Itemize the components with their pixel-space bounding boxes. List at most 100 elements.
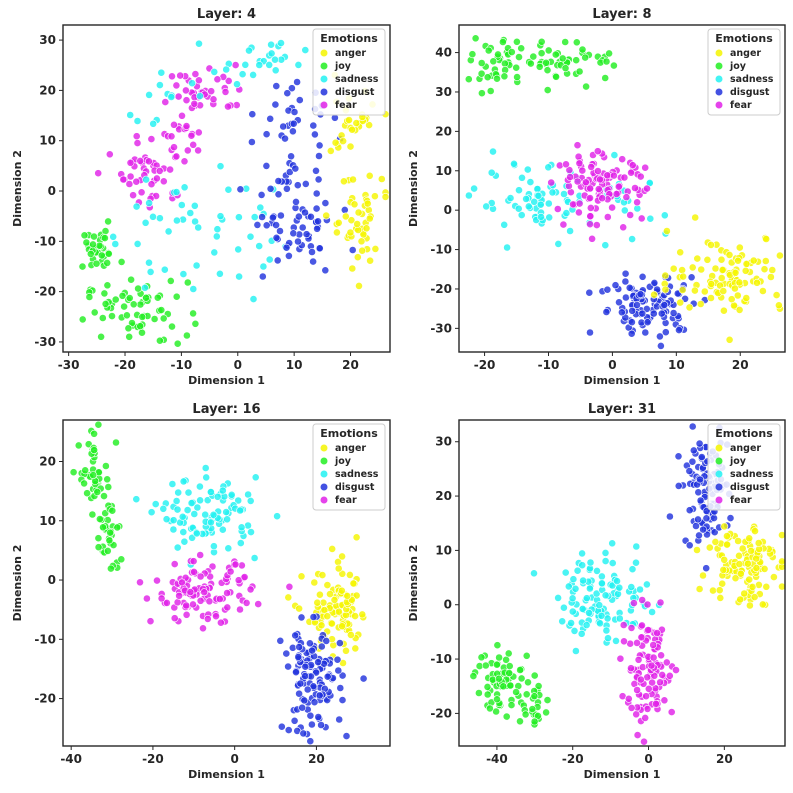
- point-joy: [127, 275, 136, 284]
- x-tick-label: 0: [230, 752, 238, 766]
- point-sadness: [249, 295, 258, 303]
- point-sadness: [206, 488, 215, 496]
- point-joy: [516, 717, 524, 726]
- point-sadness: [601, 591, 610, 600]
- point-anger: [685, 303, 694, 312]
- point-sadness: [632, 542, 641, 551]
- point-sadness: [250, 213, 259, 221]
- point-disgust: [288, 127, 297, 136]
- point-anger: [676, 248, 685, 257]
- point-disgust: [302, 230, 311, 239]
- point-disgust: [300, 696, 309, 705]
- point-sadness: [190, 510, 199, 518]
- plot-frame: [458, 419, 786, 747]
- point-fear: [559, 220, 568, 229]
- point-fear: [618, 155, 627, 164]
- point-joy: [469, 672, 478, 680]
- point-joy: [155, 336, 164, 345]
- point-joy: [468, 50, 477, 59]
- x-axis-label: Dimension 1: [584, 768, 661, 781]
- point-fear: [200, 588, 209, 597]
- point-disgust: [308, 248, 316, 256]
- point-anger: [347, 216, 356, 225]
- point-joy: [94, 534, 103, 543]
- point-anger: [745, 575, 754, 584]
- point-fear: [641, 163, 650, 172]
- point-sadness: [596, 619, 604, 628]
- point-sadness: [151, 500, 160, 508]
- point-disgust: [340, 205, 349, 214]
- point-anger: [718, 579, 727, 588]
- point-disgust: [321, 266, 330, 275]
- point-anger: [776, 251, 784, 260]
- point-disgust: [281, 134, 289, 143]
- point-fear: [640, 737, 648, 746]
- point-disgust: [298, 223, 307, 232]
- point-anger: [365, 171, 374, 180]
- point-anger: [315, 590, 324, 599]
- point-sadness: [235, 272, 243, 281]
- legend-marker-anger: [320, 444, 328, 452]
- point-disgust: [289, 119, 298, 128]
- point-sadness: [602, 626, 611, 635]
- point-joy: [505, 662, 514, 670]
- point-anger: [676, 298, 685, 307]
- point-fear: [170, 120, 178, 129]
- point-disgust: [695, 531, 703, 540]
- x-tick-label: 10: [668, 358, 685, 372]
- point-sadness: [470, 184, 478, 193]
- point-sadness: [192, 261, 201, 270]
- point-fear: [643, 184, 651, 193]
- point-anger: [755, 581, 763, 589]
- legend-marker-joy: [320, 62, 328, 70]
- point-sadness: [188, 79, 196, 88]
- legend-label-fear: fear: [730, 495, 752, 506]
- point-anger: [700, 287, 709, 296]
- point-sadness: [615, 614, 624, 623]
- point-anger: [747, 547, 755, 555]
- point-fear: [649, 641, 658, 649]
- point-anger: [678, 286, 687, 294]
- point-joy: [129, 300, 138, 309]
- point-fear: [182, 610, 191, 619]
- point-disgust: [643, 318, 652, 327]
- point-sadness: [177, 201, 186, 209]
- point-anger: [326, 590, 334, 598]
- point-fear: [136, 156, 145, 165]
- point-anger: [717, 255, 726, 264]
- point-joy: [483, 690, 492, 699]
- point-fear: [627, 624, 636, 632]
- point-joy: [78, 262, 87, 271]
- point-sadness: [636, 585, 644, 594]
- y-axis-label: Dimension 2: [407, 150, 420, 227]
- point-fear: [187, 131, 196, 140]
- point-joy: [86, 249, 95, 258]
- point-anger: [352, 533, 361, 542]
- point-fear: [637, 214, 646, 223]
- point-anger: [758, 600, 767, 609]
- point-anger: [691, 213, 700, 222]
- point-sadness: [162, 515, 171, 524]
- point-sadness: [568, 594, 577, 603]
- point-anger: [727, 295, 736, 304]
- point-disgust: [258, 272, 267, 281]
- point-anger: [775, 301, 783, 310]
- point-anger: [353, 220, 362, 228]
- legend: Emotions anger joy sadness disgust fear: [312, 423, 386, 511]
- point-anger: [761, 257, 770, 265]
- legend-marker-disgust: [715, 88, 723, 96]
- point-joy: [505, 669, 514, 677]
- point-joy: [183, 278, 192, 287]
- point-sadness: [273, 512, 281, 521]
- point-sadness: [140, 283, 149, 292]
- point-sadness: [241, 60, 250, 69]
- point-disgust: [310, 130, 319, 139]
- point-anger: [339, 177, 348, 186]
- point-joy: [602, 57, 611, 66]
- x-tick-label: -20: [142, 752, 164, 766]
- point-joy: [189, 309, 197, 318]
- point-joy: [561, 38, 570, 46]
- point-joy: [93, 488, 102, 496]
- point-disgust: [309, 613, 318, 621]
- point-joy: [124, 324, 133, 333]
